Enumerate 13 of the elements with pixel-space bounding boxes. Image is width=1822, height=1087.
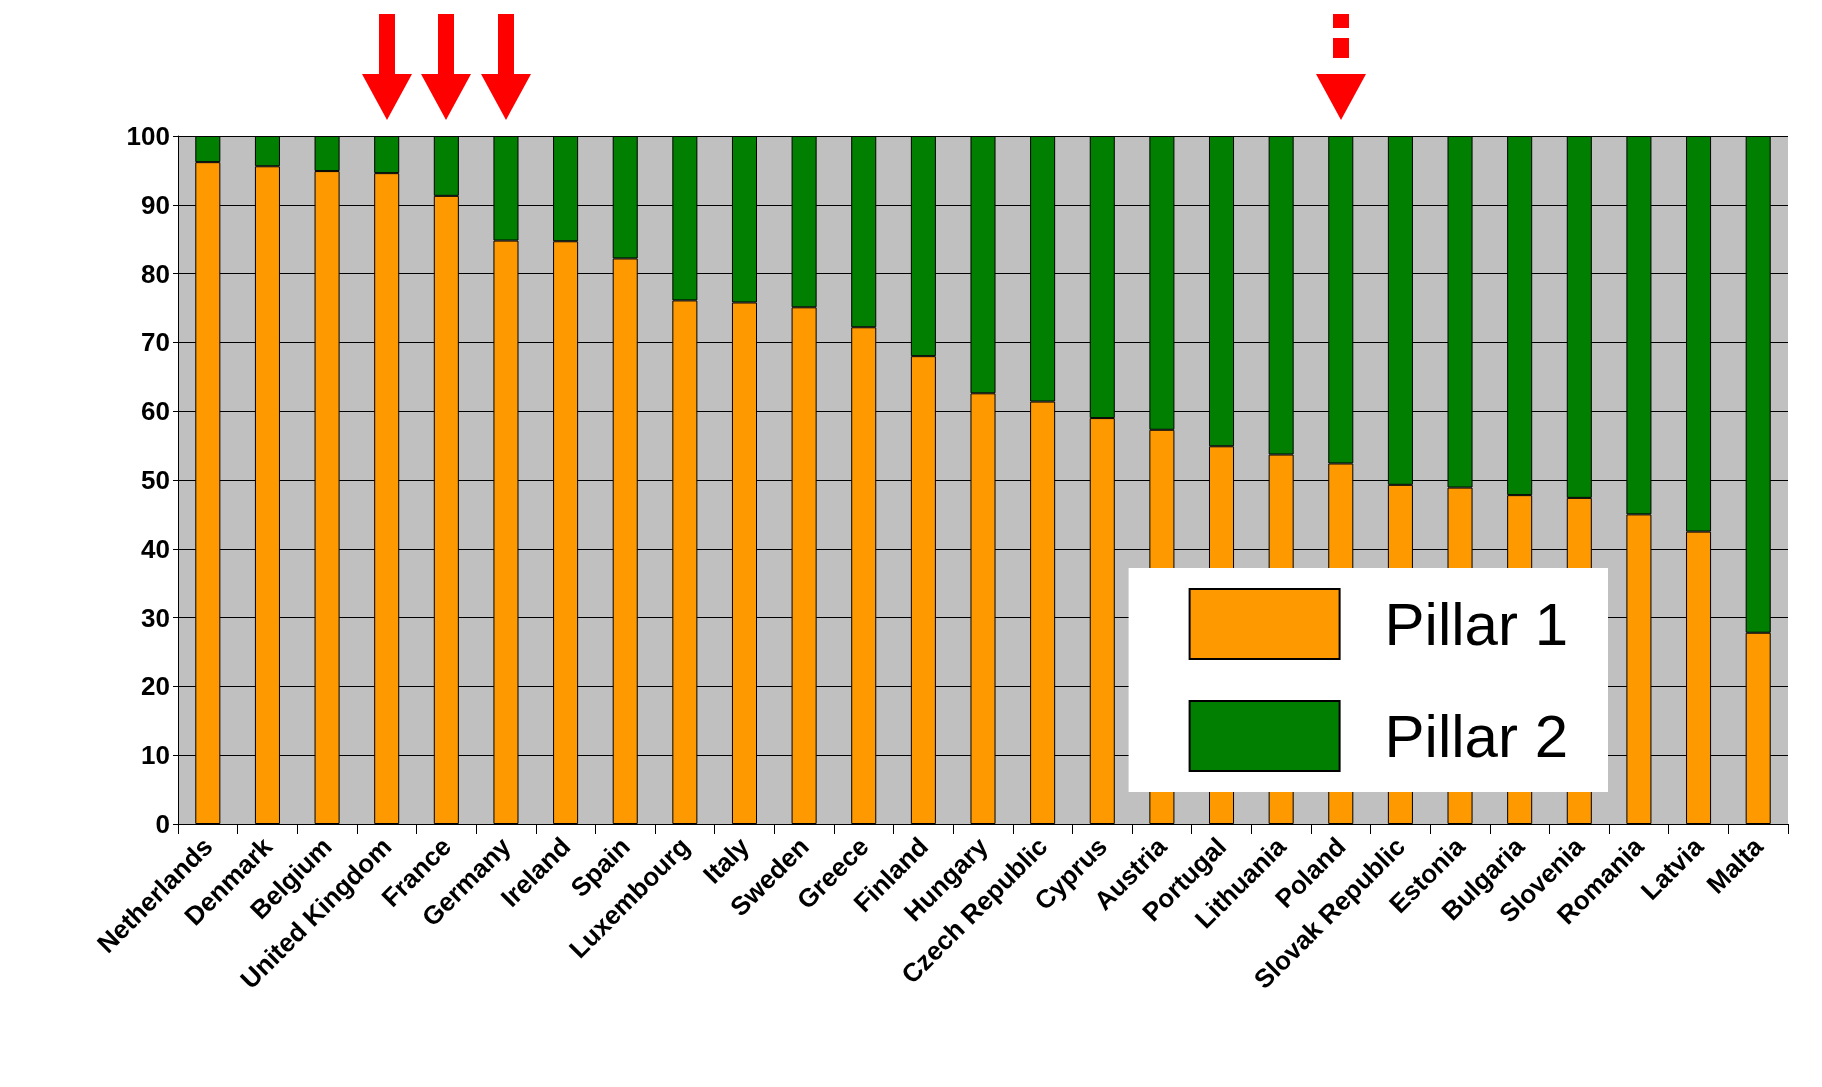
y-tick-label: 70 — [141, 327, 170, 358]
y-tick-label: 50 — [141, 465, 170, 495]
y-tick-label: 20 — [141, 671, 170, 702]
y-tick-label: 100 — [126, 121, 170, 151]
legend-label: Pillar 1 — [1384, 590, 1569, 658]
y-tick-label: 90 — [141, 189, 170, 220]
y-tick-label: 60 — [141, 396, 170, 427]
legend-label: Pillar 2 — [1384, 702, 1569, 770]
y-tick-label: 0 — [155, 809, 170, 839]
y-tick-label: 10 — [141, 740, 170, 771]
y-tick-label: 80 — [141, 258, 170, 289]
y-tick-label: 40 — [141, 533, 170, 564]
y-tick-label: 30 — [141, 602, 170, 633]
